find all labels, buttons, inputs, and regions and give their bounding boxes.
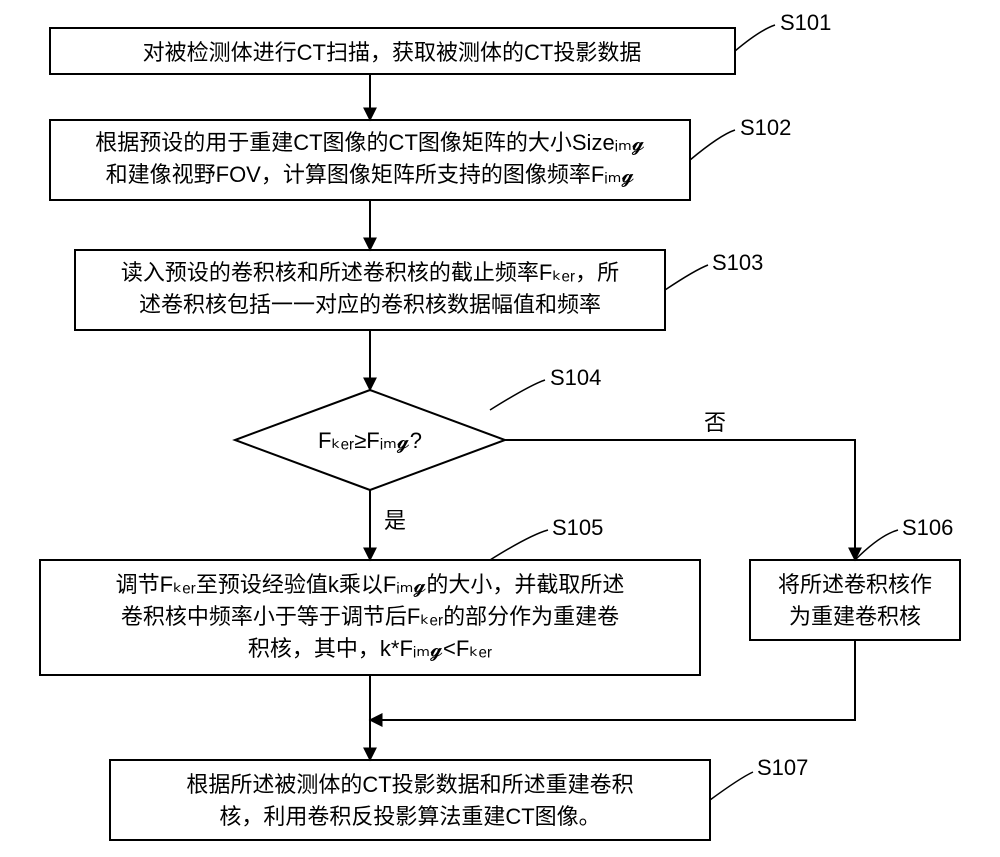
leader-s104 [490,380,545,410]
step-s103-text1: 读入预设的卷积核和所述卷积核的截止频率Fₖₑᵣ，所 [121,260,619,285]
step-s101-text: 对被检测体进行CT扫描，获取被测体的CT投影数据 [143,40,642,65]
no-label: 否 [704,410,726,435]
label-s101: S101 [780,10,831,35]
decision-s104-text: Fₖₑᵣ≥Fᵢₘ𝓰? [318,428,422,453]
step-s103-text2: 述卷积核包括一一对应的卷积核数据幅值和频率 [139,292,601,317]
leader-s105 [490,530,548,560]
step-s102-text1: 根据预设的用于重建CT图像的CT图像矩阵的大小Sizeᵢₘ𝓰 [95,130,645,155]
leader-s106 [855,530,898,560]
leader-s101 [735,25,775,51]
step-s106-text2: 为重建卷积核 [789,604,921,629]
yes-label: 是 [384,508,406,533]
label-s106: S106 [902,515,953,540]
arrow-s104-s106 [505,440,855,560]
label-s105: S105 [552,515,603,540]
label-s107: S107 [757,755,808,780]
step-s105-text3: 积核，其中，k*Fᵢₘ𝓰<Fₖₑᵣ [248,636,492,661]
step-s106-text1: 将所述卷积核作 [778,572,932,597]
step-s105-text1: 调节Fₖₑᵣ至预设经验值k乘以Fᵢₘ𝓰的大小，并截取所述 [116,572,625,597]
leader-s103 [665,265,708,290]
leader-s102 [690,130,735,160]
step-s107-text2: 核，利用卷积反投影算法重建CT图像。 [219,804,600,829]
flowchart: 对被检测体进行CT扫描，获取被测体的CT投影数据 S101 根据预设的用于重建C… [0,0,1000,857]
label-s102: S102 [740,115,791,140]
step-s107-text1: 根据所述被测体的CT投影数据和所述重建卷积 [186,772,633,797]
label-s104: S104 [550,365,601,390]
leader-s107 [710,772,753,800]
step-s105-text2: 卷积核中频率小于等于调节后Fₖₑᵣ的部分作为重建卷 [121,604,619,629]
label-s103: S103 [712,250,763,275]
step-s102-text2: 和建像视野FOV，计算图像矩阵所支持的图像频率Fᵢₘ𝓰 [106,162,635,187]
